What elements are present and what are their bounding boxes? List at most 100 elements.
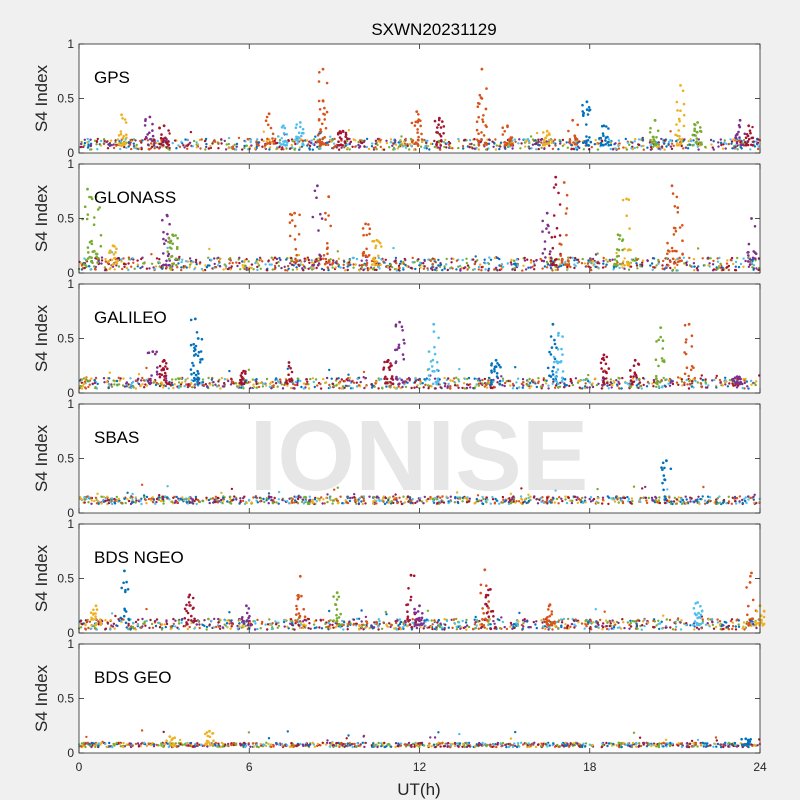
data-point bbox=[481, 382, 484, 385]
data-point bbox=[597, 266, 600, 269]
data-point bbox=[188, 257, 192, 260]
data-point bbox=[635, 622, 638, 625]
data-point bbox=[433, 345, 436, 349]
data-point bbox=[473, 377, 476, 380]
data-point bbox=[366, 269, 370, 272]
data-point bbox=[373, 261, 376, 265]
data-point bbox=[230, 487, 234, 491]
data-point bbox=[629, 369, 632, 372]
data-point bbox=[184, 260, 188, 263]
data-point bbox=[642, 144, 645, 148]
data-point bbox=[484, 141, 488, 145]
data-point bbox=[228, 262, 231, 265]
data-point bbox=[624, 381, 627, 384]
data-point bbox=[433, 268, 437, 271]
data-point bbox=[140, 379, 143, 382]
data-point bbox=[283, 126, 287, 130]
data-point bbox=[158, 372, 162, 376]
data-point bbox=[171, 141, 174, 145]
data-point bbox=[430, 385, 433, 388]
data-point bbox=[609, 141, 612, 145]
data-point bbox=[550, 236, 554, 239]
data-point bbox=[241, 499, 245, 503]
data-point bbox=[677, 129, 680, 132]
data-point bbox=[596, 497, 599, 500]
data-point bbox=[173, 383, 176, 386]
data-point bbox=[681, 499, 685, 502]
data-point bbox=[160, 139, 163, 142]
data-point bbox=[343, 260, 346, 263]
data-point bbox=[286, 382, 289, 385]
data-point bbox=[158, 494, 161, 497]
data-point bbox=[488, 138, 491, 142]
data-point bbox=[671, 382, 675, 386]
data-point bbox=[545, 129, 549, 133]
data-point bbox=[93, 381, 97, 385]
data-point bbox=[672, 144, 675, 147]
data-point bbox=[181, 258, 184, 261]
data-point bbox=[720, 143, 723, 147]
data-point bbox=[572, 147, 575, 151]
data-point bbox=[136, 378, 140, 381]
data-point bbox=[108, 371, 112, 374]
data-point bbox=[750, 383, 753, 386]
data-point bbox=[391, 266, 394, 269]
data-point bbox=[617, 376, 620, 380]
data-point bbox=[544, 256, 547, 259]
data-point bbox=[529, 266, 532, 269]
data-point bbox=[361, 227, 365, 230]
data-point bbox=[751, 256, 755, 260]
data-point bbox=[648, 131, 652, 134]
data-point bbox=[266, 123, 270, 127]
data-point bbox=[364, 376, 367, 380]
data-point bbox=[616, 233, 620, 237]
data-point bbox=[141, 265, 144, 268]
data-point bbox=[322, 268, 326, 272]
data-point bbox=[319, 254, 323, 258]
data-point bbox=[332, 147, 335, 150]
data-point bbox=[308, 148, 311, 151]
data-point bbox=[366, 267, 369, 270]
data-point bbox=[664, 378, 667, 382]
data-point bbox=[272, 142, 276, 145]
data-point bbox=[589, 261, 592, 264]
data-point bbox=[458, 367, 461, 371]
data-point bbox=[296, 142, 299, 145]
data-point bbox=[312, 266, 315, 270]
data-point bbox=[293, 211, 296, 215]
data-point bbox=[535, 148, 538, 151]
data-point bbox=[346, 265, 349, 268]
data-point bbox=[668, 496, 671, 499]
data-point bbox=[480, 625, 483, 629]
data-point bbox=[752, 140, 755, 143]
data-point bbox=[574, 377, 578, 380]
data-point bbox=[310, 261, 314, 264]
data-point bbox=[721, 384, 724, 387]
data-point bbox=[378, 622, 381, 626]
data-point bbox=[294, 126, 298, 129]
data-point bbox=[374, 382, 377, 385]
data-point bbox=[349, 263, 352, 266]
data-point bbox=[587, 373, 590, 377]
data-point bbox=[323, 106, 326, 110]
data-point bbox=[466, 145, 470, 148]
data-point bbox=[614, 147, 617, 150]
data-point bbox=[441, 268, 444, 272]
data-point bbox=[724, 378, 727, 382]
data-point bbox=[241, 260, 244, 263]
data-point bbox=[739, 143, 743, 147]
data-point bbox=[581, 257, 584, 261]
data-point bbox=[186, 144, 189, 147]
data-point bbox=[207, 376, 210, 380]
data-point bbox=[493, 370, 496, 373]
data-point bbox=[712, 627, 716, 630]
data-point bbox=[403, 342, 406, 345]
data-point bbox=[679, 84, 682, 87]
data-point bbox=[741, 501, 744, 505]
data-point bbox=[252, 383, 255, 386]
data-point bbox=[693, 269, 696, 272]
data-point bbox=[335, 146, 338, 149]
data-point bbox=[265, 140, 268, 143]
data-point bbox=[366, 255, 369, 259]
